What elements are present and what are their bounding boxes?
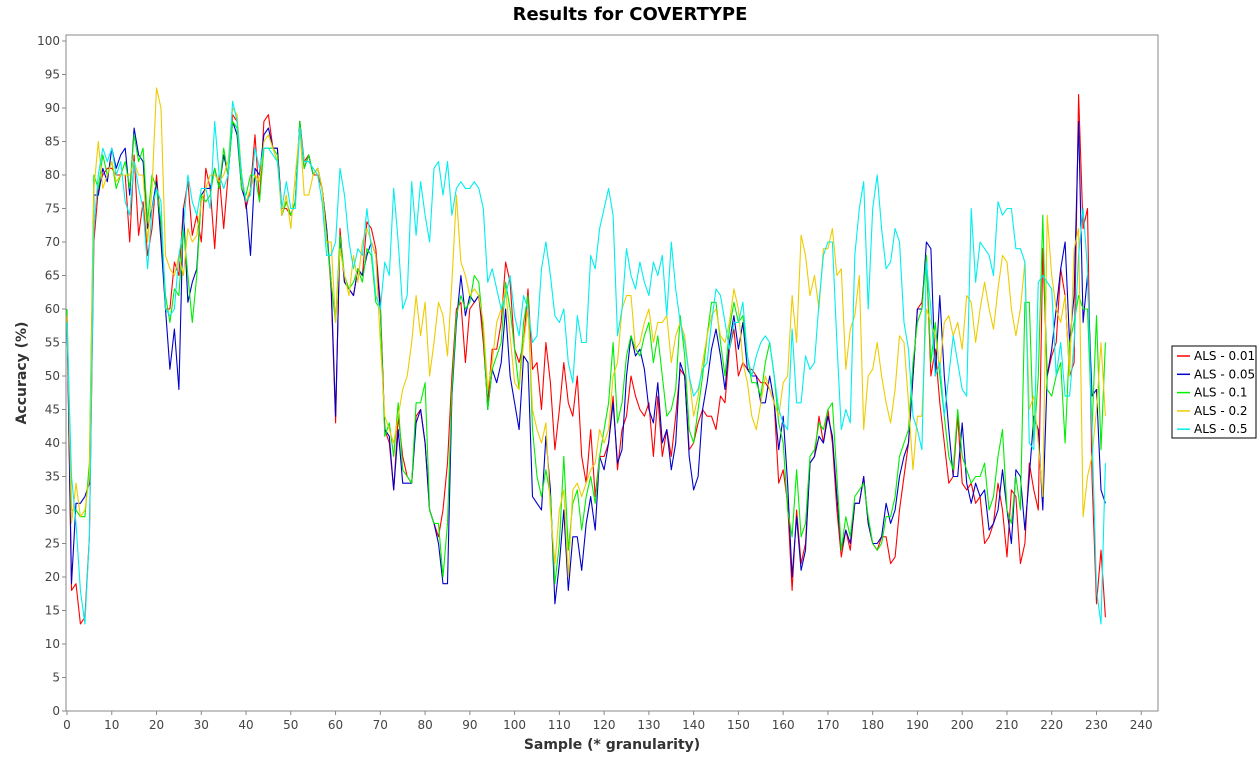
x-tick-label: 30: [194, 718, 209, 732]
x-tick-label: 20: [149, 718, 164, 732]
x-tick-label: 60: [328, 718, 343, 732]
legend-label: ALS - 0.5: [1194, 422, 1248, 436]
x-tick-label: 140: [682, 718, 705, 732]
y-tick-label: 70: [45, 235, 60, 249]
x-tick-label: 220: [1040, 718, 1063, 732]
x-axis: 0 10 20 30 40 50 60 70 80 90 100 110 120 130 140 150 160…: [63, 711, 1153, 732]
y-tick-label: 0: [52, 704, 60, 718]
y-tick-label: 25: [45, 537, 60, 551]
x-axis-label: Sample (* granularity): [524, 737, 700, 753]
y-tick-label: 10: [45, 637, 60, 651]
y-tick-label: 50: [45, 369, 60, 383]
y-tick-label: 20: [45, 570, 60, 584]
y-tick-label: 15: [45, 604, 60, 618]
x-tick-label: 200: [951, 718, 974, 732]
y-tick-label: 45: [45, 403, 60, 417]
x-tick-label: 130: [637, 718, 660, 732]
y-tick-label: 75: [45, 202, 60, 216]
y-tick-label: 35: [45, 470, 60, 484]
x-tick-label: 230: [1085, 718, 1108, 732]
y-tick-label: 85: [45, 135, 60, 149]
y-axis: 0 5 10 15 20 25 30 35 40 45 50 55 60 65 70 75 80 85 90 95 10…: [37, 34, 66, 718]
legend-label: ALS - 0.2: [1194, 404, 1248, 418]
x-tick-label: 120: [593, 718, 616, 732]
x-tick-label: 170: [816, 718, 839, 732]
series-line-3: [66, 120, 1106, 585]
y-tick-label: 80: [45, 168, 60, 182]
x-tick-label: 160: [772, 718, 795, 732]
y-tick-label: 100: [37, 34, 60, 48]
series-lines: [66, 87, 1106, 625]
y-tick-label: 95: [45, 68, 60, 82]
legend: ALS - 0.01 ALS - 0.05 ALS - 0.1 ALS - 0.2 AL…: [1171, 345, 1257, 439]
x-tick-label: 210: [996, 718, 1019, 732]
x-tick-label: 100: [503, 718, 526, 732]
x-tick-label: 90: [462, 718, 477, 732]
y-tick-label: 30: [45, 503, 60, 517]
y-axis-label: Accuracy (%): [14, 322, 30, 425]
y-tick-label: 60: [45, 302, 60, 316]
y-tick-label: 55: [45, 336, 60, 350]
y-tick-label: 90: [45, 101, 60, 115]
x-tick-label: 80: [417, 718, 432, 732]
series-line-5: [66, 100, 1106, 625]
x-tick-label: 180: [861, 718, 884, 732]
x-tick-label: 240: [1130, 718, 1153, 732]
x-tick-label: 190: [906, 718, 929, 732]
legend-label: ALS - 0.05: [1194, 367, 1255, 381]
x-tick-label: 150: [727, 718, 750, 732]
y-tick-label: 65: [45, 269, 60, 283]
legend-label: ALS - 0.1: [1194, 386, 1248, 400]
x-tick-label: 40: [238, 718, 253, 732]
x-tick-label: 0: [63, 718, 71, 732]
plot-area: [65, 34, 1159, 712]
x-tick-label: 70: [373, 718, 388, 732]
legend-label: ALS - 0.01: [1194, 349, 1255, 363]
y-tick-label: 5: [52, 671, 60, 685]
x-tick-label: 50: [283, 718, 298, 732]
chart-title: Results for COVERTYPE: [513, 4, 748, 25]
x-tick-label: 110: [548, 718, 571, 732]
y-tick-label: 40: [45, 436, 60, 450]
x-tick-label: 10: [104, 718, 119, 732]
